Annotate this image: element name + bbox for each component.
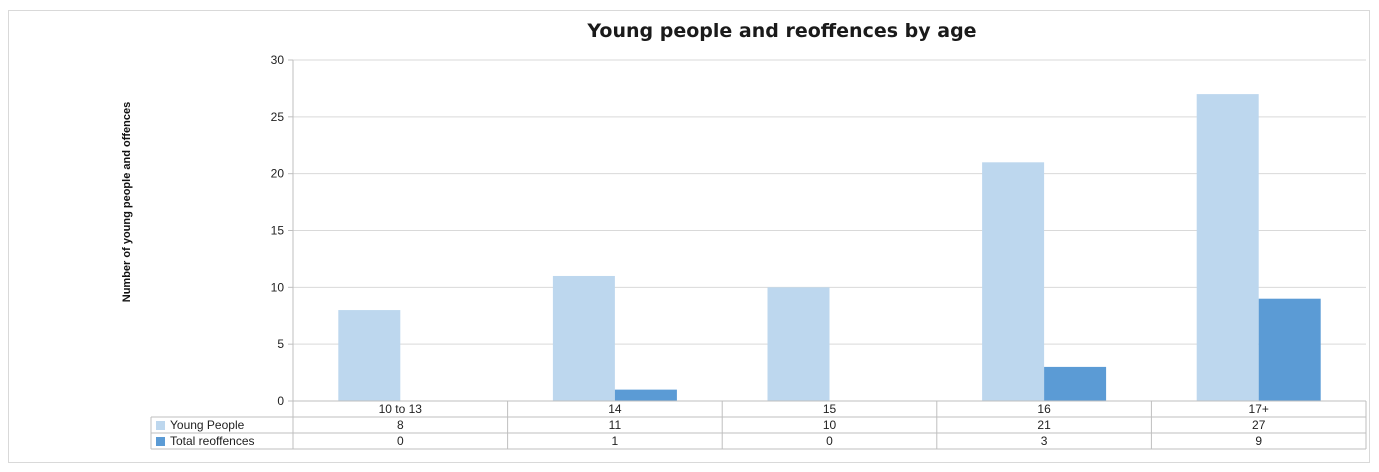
y-tick-label: 20: [271, 167, 285, 181]
x-tick-label: 10 to 13: [379, 402, 423, 416]
bar-young-people-1: [552, 275, 615, 401]
chart-frame: [8, 10, 1370, 463]
table-cell: 0: [826, 434, 833, 448]
table-cell: 1: [612, 434, 619, 448]
table-cell: 10: [823, 418, 837, 432]
x-tick-label: 17+: [1249, 402, 1269, 416]
y-tick-label: 10: [271, 280, 285, 294]
bar-total-reoffences-4: [1258, 298, 1321, 401]
table-cell: 8: [397, 418, 404, 432]
table-cell: 21: [1037, 418, 1051, 432]
bar-young-people-4: [1196, 94, 1259, 401]
table-cell: 11: [609, 418, 622, 432]
data-table: 10 to 13 14 15 16 17+Young People 8 11 10 21 27To…: [150, 400, 1367, 450]
x-tick-label: 16: [1037, 402, 1051, 416]
y-tick-label: 5: [277, 337, 284, 351]
y-tick-label: 15: [271, 224, 285, 238]
bar-total-reoffences-3: [1044, 366, 1107, 401]
x-tick-label: 15: [823, 402, 837, 416]
table-cell: 27: [1252, 418, 1266, 432]
legend-label: Young People: [170, 418, 245, 432]
legend-key: [156, 437, 165, 446]
table-cell: 9: [1255, 434, 1262, 448]
bar-young-people-0: [338, 310, 401, 401]
y-tick-label: 0: [277, 394, 284, 408]
y-axis-label: Number of young people and offences: [121, 102, 133, 302]
bar-total-reoffences-1: [614, 389, 677, 401]
bar-young-people-3: [982, 162, 1045, 401]
x-tick-label: 14: [608, 402, 622, 416]
table-cell: 3: [1041, 434, 1048, 448]
legend-label: Total reoffences: [170, 434, 255, 448]
chart-title: Young people and reoffences by age: [586, 20, 976, 42]
bar-young-people-2: [767, 287, 830, 401]
legend-key: [156, 421, 165, 430]
y-tick-label: 30: [271, 53, 285, 67]
y-tick-label: 25: [271, 110, 285, 124]
bars: [338, 94, 1321, 401]
y-axis-ticks: 0 5 10 15 20 25 30: [271, 53, 294, 408]
table-cell: 0: [397, 434, 404, 448]
